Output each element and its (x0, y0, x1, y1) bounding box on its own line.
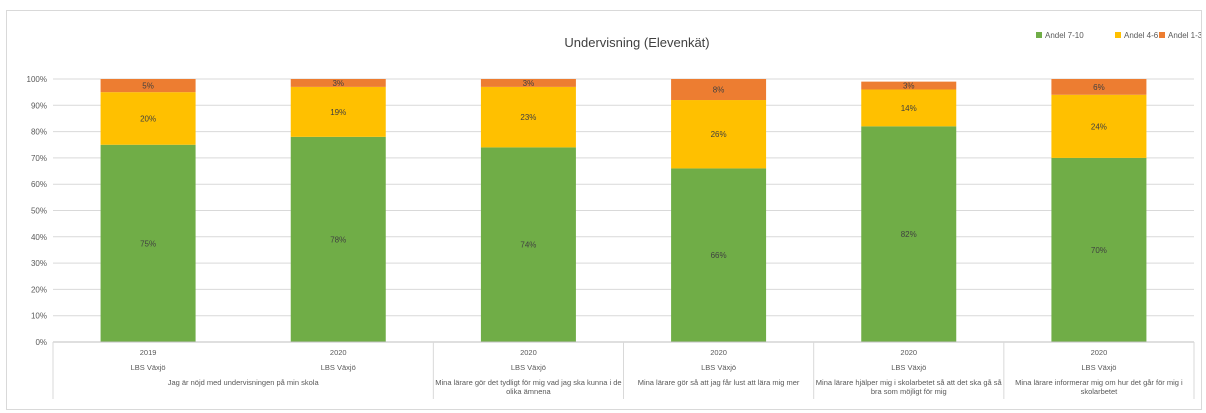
y-tick-label-9: 90% (31, 101, 47, 110)
bar-2-5 (1051, 79, 1147, 95)
data-label-0-4: 82% (901, 230, 917, 239)
x-unit-label-1: LBS Växjö (321, 363, 356, 372)
data-label-0-1: 78% (330, 235, 346, 244)
x-unit-label-2: LBS Växjö (511, 363, 546, 372)
legend-swatch-0 (1036, 32, 1042, 38)
data-label-0-3: 66% (711, 251, 727, 260)
data-label-0-5: 70% (1091, 246, 1107, 255)
x-axis: 2019 LBS Växjö 2020 LBS Växjö 2020 LBS Växjö 2… (52, 341, 1195, 399)
chart-frame: Undervisning (Elevenkät) Andel 7-10 Andel… (6, 10, 1202, 410)
x-question-label-0-0: Jag är nöjd med undervisningen på min sk… (168, 378, 320, 387)
x-unit-label-3: LBS Växjö (701, 363, 736, 372)
x-question-label-2-0: Mina lärare gör så att jag får lust att … (638, 378, 800, 387)
legend-label-0: Andel 7-10 (1045, 31, 1084, 40)
bar-2-2 (480, 79, 576, 87)
x-unit-label-5: LBS Växjö (1081, 363, 1116, 372)
bar-0-4 (861, 126, 957, 342)
x-year-label-3: 2020 (710, 348, 727, 357)
bar-2-4 (861, 81, 957, 90)
x-unit-label-0: LBS Växjö (131, 363, 166, 372)
legend-swatch-2 (1159, 32, 1165, 38)
data-label-0-2: 74% (520, 241, 536, 250)
bar-1-0 (100, 92, 196, 145)
bar-0-0 (100, 144, 196, 342)
stacked-bar-chart: Undervisning (Elevenkät) Andel 7-10 Andel… (27, 31, 1201, 399)
y-tick-label-7: 70% (31, 154, 47, 163)
bars: 75% 20% 5% 78% 19% 3% 74% 23% 3% 66% 26% 8% 82% 14% 3%… (100, 79, 1147, 342)
x-year-label-1: 2020 (330, 348, 347, 357)
x-question-label-3-0: Mina lärare hjälper mig i skolarbetet så… (816, 378, 1003, 387)
bar-2-1 (290, 79, 386, 87)
chart-title: Undervisning (Elevenkät) (564, 35, 709, 50)
bar-0-3 (671, 168, 767, 342)
y-tick-label-3: 30% (31, 259, 47, 268)
bar-1-2 (480, 86, 576, 148)
y-axis: 0% 10% 20% 30% 40% 50% 60% 70% 80% 90% 100% (27, 75, 47, 347)
data-label-2-3: 8% (713, 86, 725, 95)
data-label-0-0: 75% (140, 239, 156, 248)
legend-label-2: Andel 1-3 (1168, 31, 1201, 40)
legend: Andel 7-10 Andel 4-6 Andel 1-3 (1036, 31, 1201, 40)
bar-2-3 (671, 79, 767, 101)
y-tick-label-4: 40% (31, 233, 47, 242)
x-unit-label-4: LBS Växjö (891, 363, 926, 372)
data-label-1-5: 24% (1091, 122, 1107, 131)
data-label-2-4: 3% (903, 82, 915, 91)
bar-0-5 (1051, 157, 1147, 342)
y-tick-label-2: 20% (31, 285, 47, 294)
y-tick-label-10: 100% (27, 75, 47, 84)
bar-1-3 (671, 100, 767, 169)
y-tick-label-8: 80% (31, 128, 47, 137)
bar-1-1 (290, 86, 386, 137)
bar-2-0 (100, 79, 196, 93)
data-label-2-5: 6% (1093, 83, 1105, 92)
data-label-2-1: 3% (332, 79, 344, 88)
data-label-1-0: 20% (140, 114, 156, 123)
bar-1-4 (861, 89, 957, 127)
legend-swatch-1 (1115, 32, 1121, 38)
x-question-label-4-0: Mina lärare informerar mig om hur det gå… (1015, 378, 1183, 387)
data-label-1-2: 23% (520, 113, 536, 122)
gridlines (53, 78, 1194, 343)
x-question-label-4-1: skolarbetet (1081, 387, 1119, 396)
y-tick-label-6: 60% (31, 180, 47, 189)
bar-0-2 (480, 147, 576, 342)
x-question-label-3-1: bra som möjligt för mig (871, 387, 947, 396)
x-year-label-0: 2019 (140, 348, 157, 357)
x-question-label-1-1: olika ämnena (506, 387, 551, 396)
data-label-2-2: 3% (523, 79, 535, 88)
legend-label-1: Andel 4-6 (1124, 31, 1159, 40)
data-label-1-4: 14% (901, 104, 917, 113)
y-tick-label-5: 50% (31, 207, 47, 216)
x-year-label-5: 2020 (1091, 348, 1108, 357)
y-tick-label-0: 0% (35, 338, 47, 347)
data-label-2-0: 5% (142, 82, 154, 91)
x-year-label-2: 2020 (520, 348, 537, 357)
bar-1-5 (1051, 94, 1147, 158)
y-tick-label-1: 10% (31, 312, 47, 321)
x-year-label-4: 2020 (900, 348, 917, 357)
bar-0-1 (290, 136, 386, 342)
data-label-1-3: 26% (711, 130, 727, 139)
data-label-1-1: 19% (330, 108, 346, 117)
x-question-label-1-0: Mina lärare gör det tydligt för mig vad … (435, 378, 621, 387)
